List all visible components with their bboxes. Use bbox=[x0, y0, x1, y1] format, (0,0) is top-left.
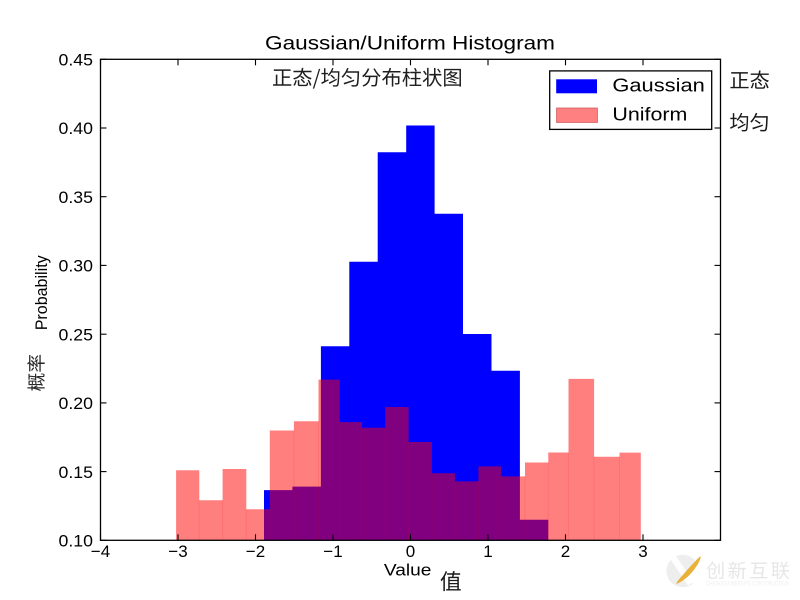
svg-text:−4: −4 bbox=[91, 542, 110, 561]
svg-text:Probability: Probability bbox=[33, 255, 51, 331]
svg-text:−3: −3 bbox=[168, 542, 187, 561]
svg-text:−1: −1 bbox=[323, 542, 342, 561]
svg-text:2: 2 bbox=[561, 542, 570, 561]
svg-text:Gaussian/Uniform Histogram: Gaussian/Uniform Histogram bbox=[265, 33, 555, 55]
svg-text:0.35: 0.35 bbox=[59, 188, 94, 207]
svg-text:0.10: 0.10 bbox=[59, 532, 94, 551]
svg-text:0.20: 0.20 bbox=[59, 394, 94, 413]
svg-text:1: 1 bbox=[483, 542, 492, 561]
svg-text:Uniform: Uniform bbox=[612, 105, 687, 125]
svg-text:Gaussian: Gaussian bbox=[612, 76, 704, 96]
svg-text:0.45: 0.45 bbox=[59, 51, 94, 70]
svg-text:Value: Value bbox=[384, 561, 432, 580]
svg-text:0.25: 0.25 bbox=[59, 325, 94, 344]
svg-text:0.40: 0.40 bbox=[59, 119, 94, 138]
svg-text:3: 3 bbox=[638, 542, 647, 561]
svg-text:−2: −2 bbox=[246, 542, 265, 561]
svg-text:0.15: 0.15 bbox=[59, 463, 94, 482]
svg-text:CHENGDU WEBSITE CONSTRUCTION: CHENGDU WEBSITE CONSTRUCTION bbox=[706, 582, 789, 588]
svg-text:0: 0 bbox=[406, 542, 415, 561]
svg-text:0.30: 0.30 bbox=[59, 257, 94, 276]
